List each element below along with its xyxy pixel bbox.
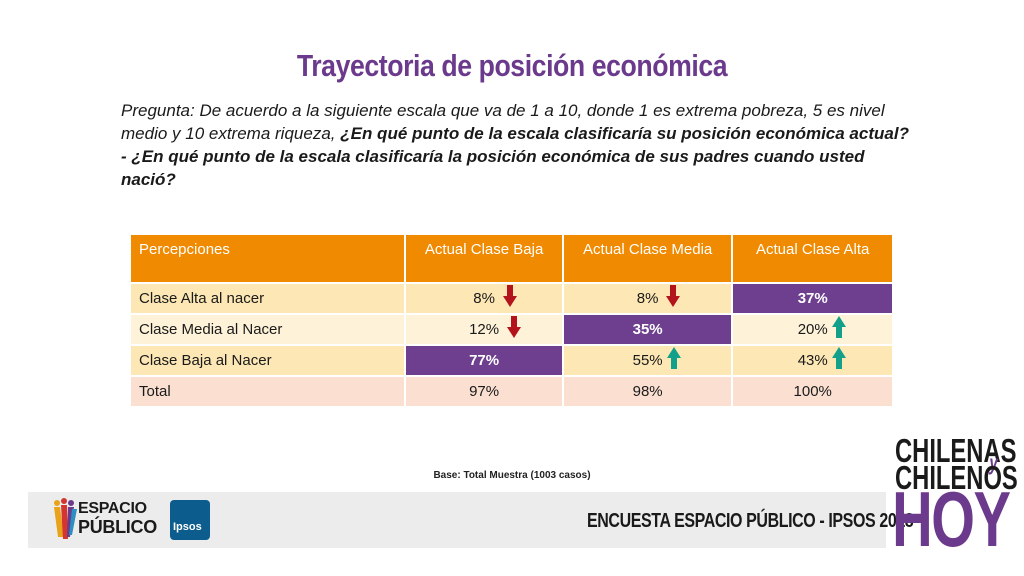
row-label: Total	[128, 375, 407, 408]
row-label: Clase Media al Nacer	[128, 313, 407, 346]
cell-value: 8%	[473, 290, 495, 307]
header-percepciones: Percepciones	[128, 233, 407, 284]
results-table: Percepciones Actual Clase Baja Actual Cl…	[128, 233, 894, 408]
table-cell-highlight: 37%	[731, 282, 894, 315]
row-label: Clase Baja al Nacer	[128, 344, 407, 377]
table-row: Clase Baja al Nacer 77% 55% 43%	[128, 344, 894, 377]
page-title: Trayectoria de posición económica	[296, 48, 728, 83]
table-cell: 98%	[561, 375, 734, 408]
brand-line1: CHILENAS	[895, 432, 1017, 469]
table-cell: 55%	[561, 344, 734, 377]
table-cell-highlight: 77%	[404, 344, 564, 377]
table-cell: 43%	[731, 344, 894, 377]
arrow-down-icon	[507, 316, 522, 338]
arrow-up-icon	[831, 347, 846, 369]
table-row: Clase Alta al nacer 8% 8% 37%	[128, 282, 894, 315]
arrow-down-icon	[666, 285, 681, 307]
arrow-up-icon	[831, 316, 846, 338]
espacio-publico-logo-icon	[54, 498, 77, 539]
header-actual-media: Actual Clase Media	[561, 233, 734, 284]
table-header-row: Percepciones Actual Clase Baja Actual Cl…	[128, 233, 894, 284]
ipsos-logo	[170, 500, 210, 540]
espacio-line2: PÚBLICO	[78, 517, 157, 537]
espacio-publico-wordmark: ESPACIO PÚBLICO	[78, 500, 157, 536]
table-cell: 8%	[404, 282, 564, 315]
cell-value: 20%	[797, 321, 828, 338]
cell-value: 55%	[632, 352, 663, 369]
row-label: Clase Alta al nacer	[128, 282, 407, 315]
table-cell: 97%	[404, 375, 564, 408]
table-cell: 8%	[561, 282, 734, 315]
ipsos-wordmark: Ipsos	[173, 521, 202, 533]
cell-value: 8%	[636, 290, 659, 307]
espacio-line1: ESPACIO	[78, 500, 147, 517]
question-normal: Pregunta: De acuerdo a la siguiente esca…	[121, 101, 885, 143]
brand-line2: CHILENOS	[895, 459, 1018, 496]
table-cell: 20%	[731, 313, 894, 346]
table-row-total: Total 97% 98% 100%	[128, 375, 894, 408]
brand-line3: HOY	[892, 475, 1011, 563]
arrow-up-icon	[666, 347, 681, 369]
table-cell: 12%	[404, 313, 564, 346]
arrow-down-icon	[502, 285, 517, 307]
table-cell-highlight: 35%	[561, 313, 734, 346]
cell-value: 43%	[797, 352, 828, 369]
header-actual-baja: Actual Clase Baja	[404, 233, 564, 284]
cell-value: 12%	[469, 321, 500, 338]
brand-y: y	[989, 452, 998, 475]
base-note: Base: Total Muestra (1003 casos)	[433, 470, 591, 481]
survey-title: ENCUESTA ESPACIO PÚBLICO - IPSOS 2018	[587, 510, 914, 532]
table-cell: 100%	[731, 375, 894, 408]
question-bold: ¿En qué punto de la escala clasificaría …	[121, 124, 909, 189]
header-actual-alta: Actual Clase Alta	[731, 233, 894, 284]
question-text: Pregunta: De acuerdo a la siguiente esca…	[121, 99, 911, 191]
table-row: Clase Media al Nacer 12% 35% 20%	[128, 313, 894, 346]
